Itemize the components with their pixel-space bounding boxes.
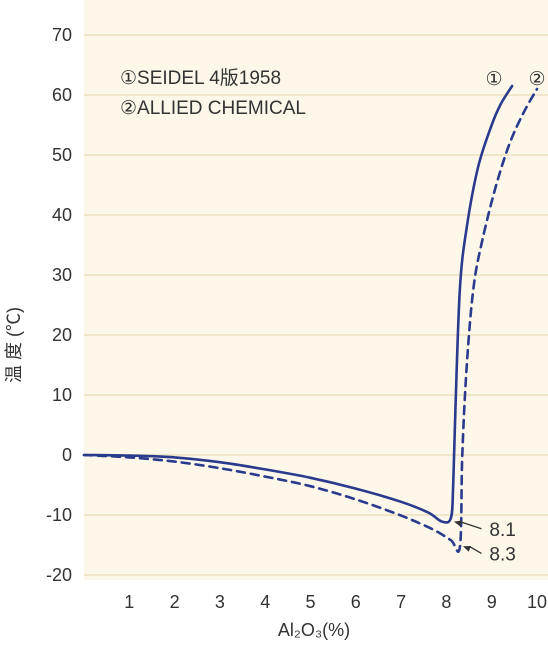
x-tick-label-8: 8 (441, 592, 451, 612)
x-tick-label-3: 3 (215, 592, 225, 612)
y-tick-label-0: 0 (62, 445, 72, 465)
curve-label-1: ① (485, 69, 502, 90)
x-tick-label-4: 4 (260, 592, 270, 612)
legend-entry-2: ②ALLIED CHEMICAL (120, 98, 306, 119)
annotation-label-1: 8.1 (489, 520, 515, 541)
y-tick-label-20: 20 (52, 325, 72, 345)
y-tick-label-50: 50 (52, 145, 72, 165)
series-layer (82, 84, 539, 553)
x-tick-label-7: 7 (396, 592, 406, 612)
curve-label-2: ② (528, 69, 545, 90)
x-tick-label-2: 2 (170, 592, 180, 612)
x-tick-label-10: 10 (527, 592, 547, 612)
annotation-leader-2 (468, 545, 482, 554)
legend-entry-1: ①SEIDEL 4版1958 (120, 67, 281, 89)
annotation-label-2: 8.3 (489, 544, 515, 565)
y-tick-label-70: 70 (52, 25, 72, 45)
y-tick-label-60: 60 (52, 85, 72, 105)
series-line-1 (82, 84, 514, 524)
x-axis-ticks: 1 2 3 4 5 6 7 8 9 10 (124, 592, 547, 612)
x-tick-label-5: 5 (305, 592, 315, 612)
annotation-arrowhead-2 (462, 545, 471, 552)
x-tick-label-6: 6 (351, 592, 361, 612)
y-tick-label-10: 10 (52, 385, 72, 405)
annotation-arrowhead-1 (453, 520, 462, 527)
annotation-leader-1 (459, 520, 482, 530)
series-line-2 (82, 87, 539, 553)
y-axis-label: 温 度 (℃) (4, 307, 24, 383)
x-tick-label-1: 1 (124, 592, 134, 612)
x-axis-label: Al₂O₃(%) (278, 620, 350, 640)
plot-background (84, 0, 548, 580)
grid-lines (84, 34, 548, 576)
y-axis-ticks: -20 -10 0 10 20 30 40 50 60 70 (46, 25, 72, 585)
y-tick-label--20: -20 (46, 565, 72, 585)
y-tick-label--10: -10 (46, 505, 72, 525)
y-tick-label-40: 40 (52, 205, 72, 225)
x-tick-label-9: 9 (487, 592, 497, 612)
annotations-layer: ① ② 8.1 8.3 (453, 69, 546, 565)
y-tick-label-30: 30 (52, 265, 72, 285)
